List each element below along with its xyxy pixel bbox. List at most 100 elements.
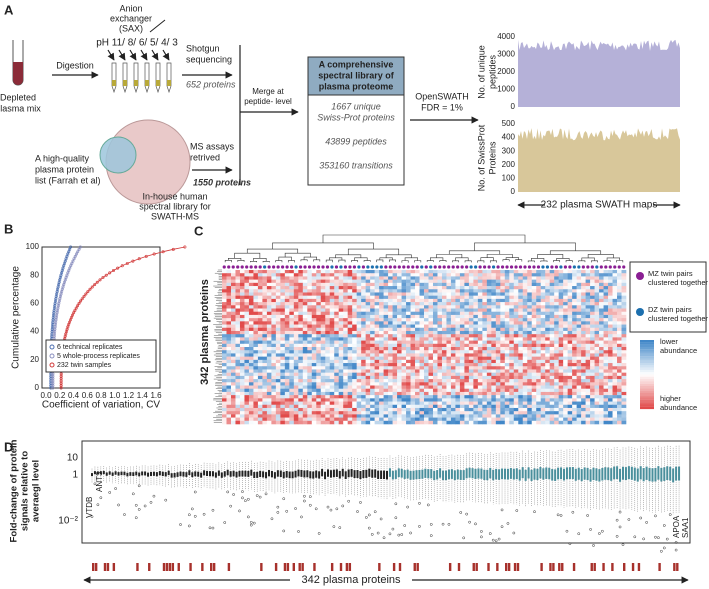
- heat-cell: [370, 343, 375, 348]
- heat-cell: [419, 359, 425, 364]
- label: plasma mix: [0, 103, 41, 113]
- heat-cell: [253, 295, 259, 300]
- heat-cell: [392, 350, 398, 354]
- heat-cell: [473, 324, 479, 329]
- cluster-dot: [334, 265, 339, 269]
- heat-cell: [424, 372, 429, 377]
- heat-cell: [325, 407, 331, 412]
- heat-cell: [446, 340, 452, 345]
- heat-cell: [599, 375, 604, 380]
- heat-cell: [500, 343, 506, 348]
- heat-cell: [415, 324, 420, 329]
- heat-cell: [531, 286, 537, 290]
- heat-cell: [257, 369, 263, 373]
- heat-cell: [608, 289, 613, 293]
- heat-cell: [334, 366, 340, 370]
- heat-cell: [248, 318, 254, 322]
- heat-cell: [437, 391, 443, 396]
- heat-cell: [271, 369, 277, 373]
- heat-cell: [522, 395, 528, 399]
- heat-cell: [558, 382, 564, 386]
- heat-cell: [298, 340, 304, 345]
- heat-cell: [311, 395, 317, 399]
- heat-cell: [424, 302, 429, 306]
- heat-cell: [459, 372, 465, 377]
- heat-cell: [275, 318, 281, 322]
- heat-cell: [284, 343, 290, 348]
- heat-cell: [459, 404, 465, 409]
- heat-cell: [424, 350, 429, 354]
- heat-cell: [563, 356, 568, 361]
- heat-cell: [410, 327, 416, 332]
- heat-cell: [307, 273, 313, 277]
- heat-cell: [253, 404, 259, 409]
- heat-cell: [280, 334, 286, 338]
- heat-cell: [491, 292, 497, 296]
- heat-cell: [428, 385, 434, 390]
- box-item: 43899 peptides: [325, 136, 387, 146]
- heat-cell: [495, 407, 501, 412]
- cluster-dot: [402, 265, 406, 269]
- heat-cell: [437, 340, 443, 345]
- heat-cell: [383, 350, 389, 354]
- heat-cell: [356, 286, 362, 290]
- heat-cell: [500, 359, 506, 364]
- heat-cell: [473, 327, 479, 332]
- heat-cell: [482, 350, 488, 354]
- heat-cell: [486, 411, 492, 415]
- heat-cell: [590, 330, 595, 335]
- heat-cell: [567, 279, 573, 284]
- heat-cell: [280, 350, 286, 354]
- heat-cell: [482, 334, 488, 338]
- cluster-dot: [604, 265, 608, 269]
- heat-cell: [266, 347, 272, 351]
- heat-cell: [298, 311, 304, 316]
- heat-cell: [244, 302, 250, 306]
- heat-cell: [235, 330, 241, 335]
- heat-cell: [585, 411, 591, 415]
- heat-cell: [325, 350, 331, 354]
- heat-cell: [298, 350, 304, 354]
- point: [88, 287, 92, 291]
- heat-cell: [464, 356, 470, 361]
- heat-cell: [325, 391, 331, 396]
- cluster-dot: [411, 265, 415, 269]
- heat-cell: [302, 292, 308, 296]
- heat-cell: [334, 324, 340, 329]
- heat-cell: [370, 337, 375, 341]
- heat-cell: [392, 311, 398, 316]
- heat-cell: [455, 391, 461, 396]
- heat-cell: [504, 343, 510, 348]
- col-dendrogram: [379, 257, 393, 260]
- heat-cell: [459, 350, 465, 354]
- heat-cell: [320, 327, 326, 332]
- heat-cell: [244, 324, 250, 329]
- heat-cell: [617, 353, 622, 357]
- heat-cell: [482, 401, 488, 406]
- heat-cell: [509, 363, 515, 367]
- heat-cell: [531, 330, 537, 335]
- heat-cell: [370, 311, 375, 316]
- heat-cell: [275, 330, 281, 335]
- heat-cell: [361, 407, 366, 412]
- point: [93, 283, 97, 287]
- heat-cell: [280, 398, 286, 402]
- heat-cell: [450, 324, 456, 329]
- heat-cell: [257, 375, 263, 380]
- heat-cell: [531, 276, 537, 280]
- heat-cell: [379, 308, 384, 313]
- heat-cell: [504, 404, 510, 409]
- heat-cell: [311, 311, 317, 316]
- heat-cell: [406, 311, 411, 316]
- heat-cell: [612, 337, 618, 341]
- heat-cell: [338, 340, 344, 345]
- heat-cell: [522, 347, 528, 351]
- heat-cell: [428, 324, 434, 329]
- heat-cell: [432, 314, 438, 319]
- heat-cell: [397, 404, 402, 409]
- heat-cell: [468, 363, 474, 367]
- cluster-dot: [298, 265, 303, 269]
- heat-cell: [392, 347, 398, 351]
- x-tick-label: 0.4: [68, 391, 80, 400]
- heat-cell: [415, 298, 420, 303]
